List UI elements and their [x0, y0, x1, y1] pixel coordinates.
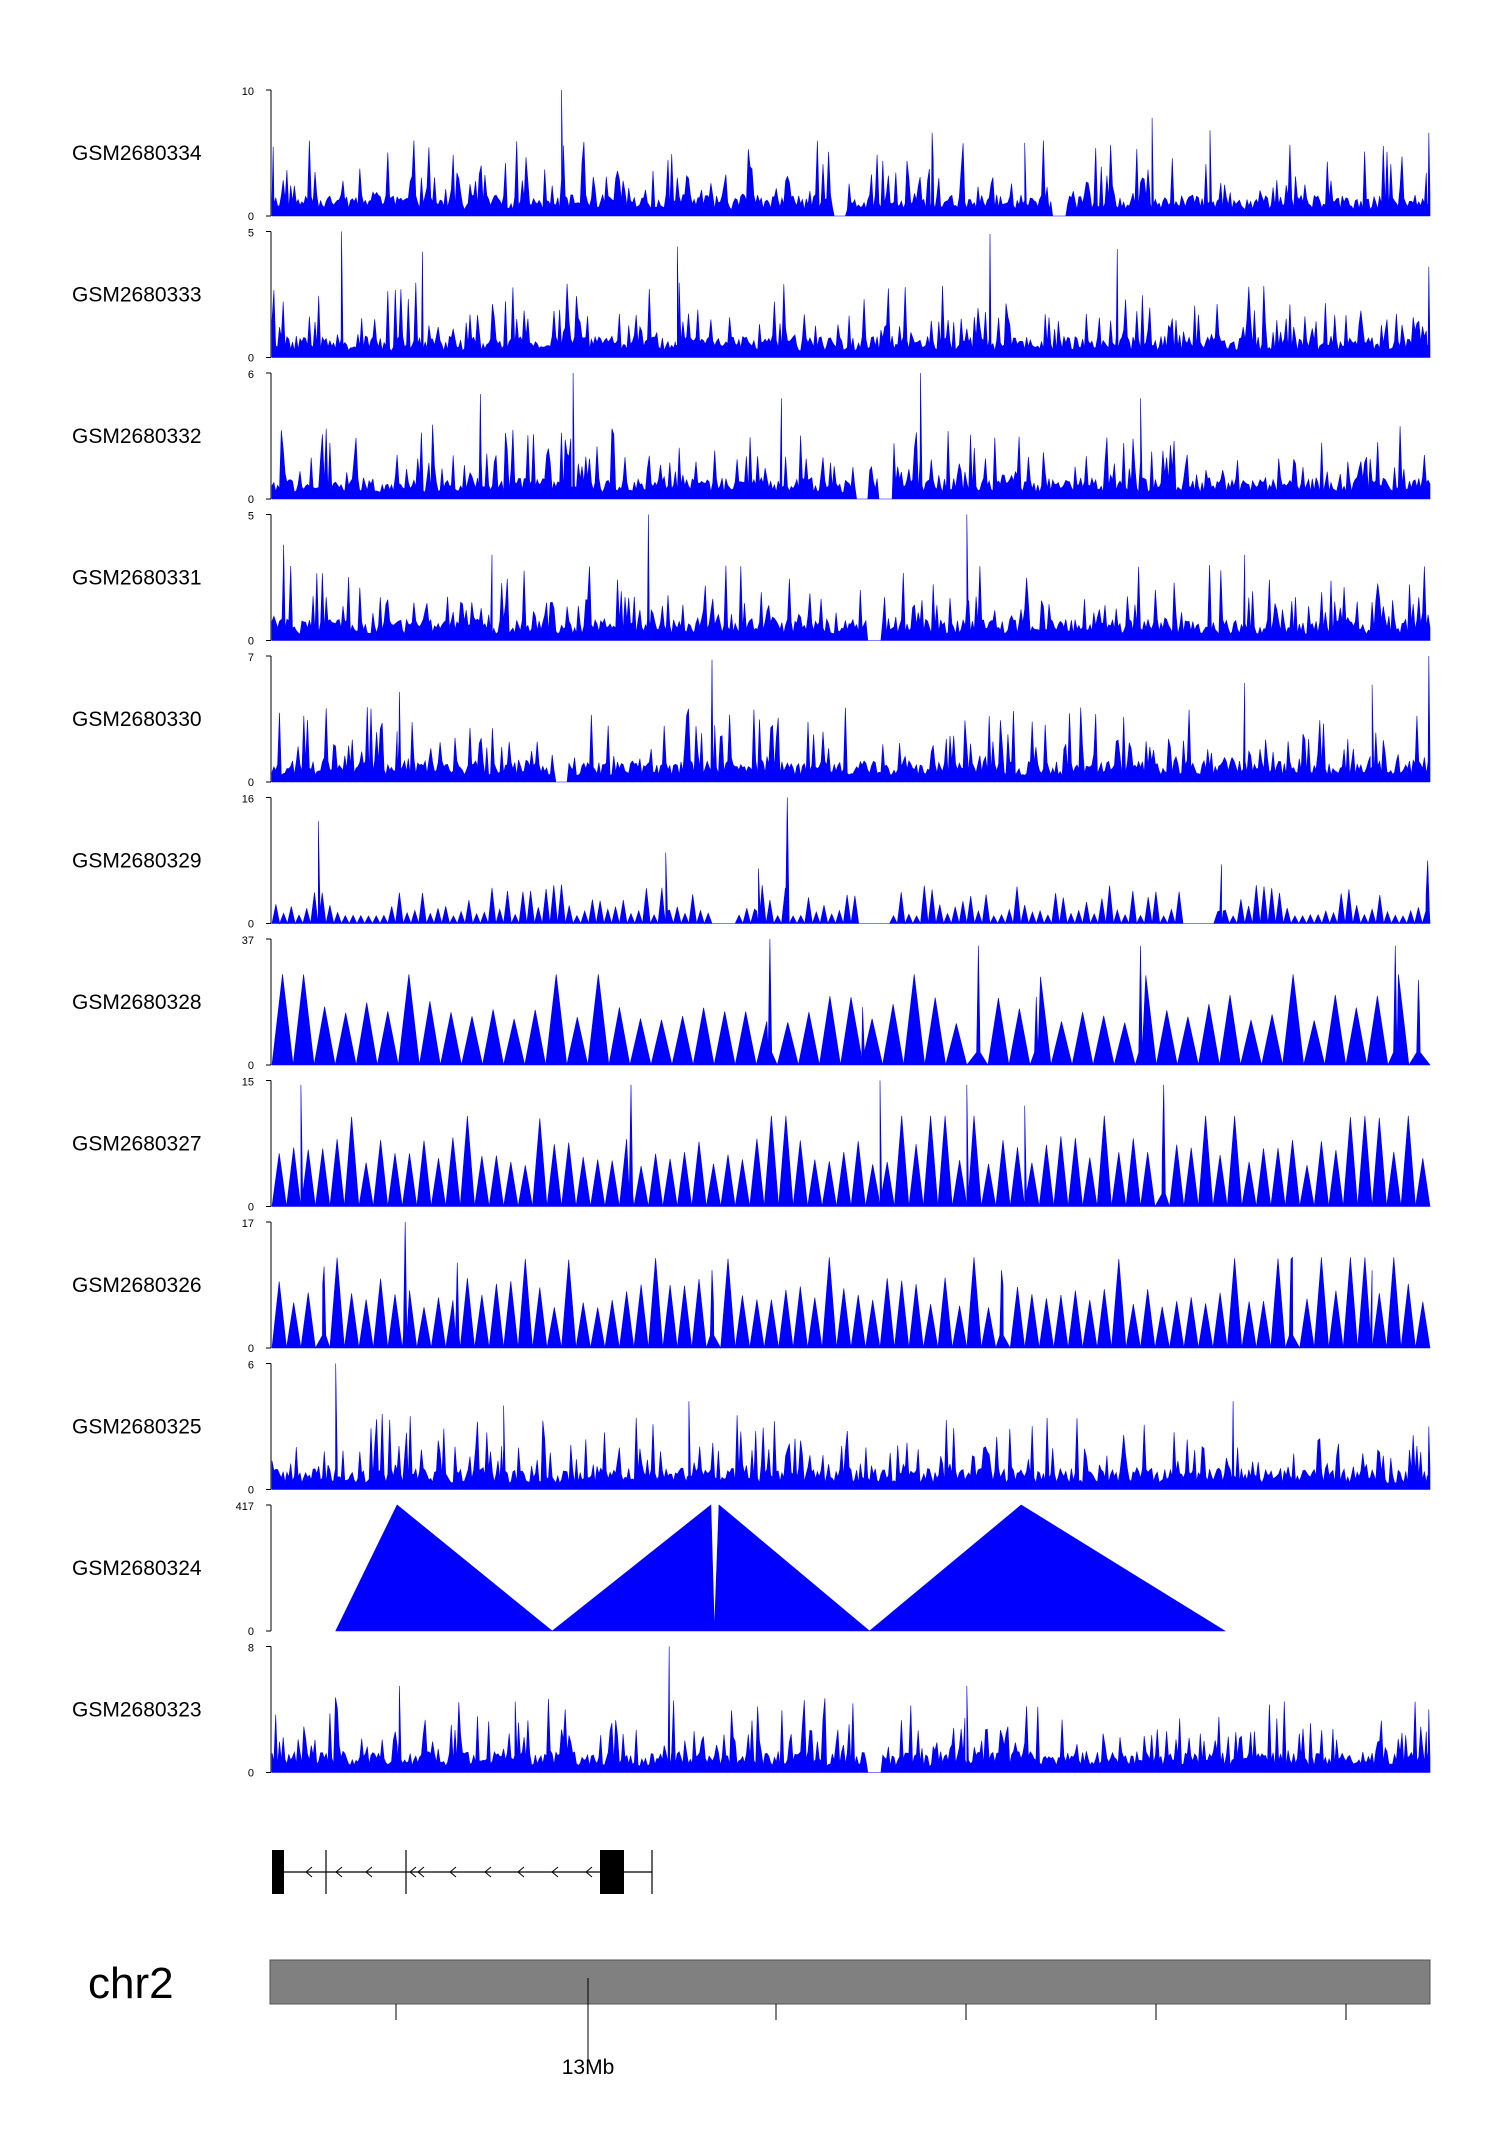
signal-area — [271, 1363, 1431, 1490]
gene-exon — [600, 1850, 624, 1894]
track-label: GSM2680325 — [72, 1416, 202, 1439]
y-min-label: 0 — [248, 1060, 254, 1072]
y-max-label: 17 — [242, 1218, 254, 1230]
y-max-label: 6 — [248, 369, 254, 381]
gene-exon — [272, 1850, 284, 1894]
strand-arrow — [484, 1866, 492, 1878]
track-label: GSM2680333 — [72, 284, 202, 307]
chromosome-ideogram: chr2 13Mb — [88, 1959, 1431, 2079]
y-max-label: 5 — [248, 511, 254, 523]
y-min-label: 0 — [248, 1202, 254, 1214]
track-GSM2680332: GSM2680332 6 0 — [72, 369, 1431, 506]
track-label: GSM2680329 — [72, 850, 202, 873]
track-label: GSM2680324 — [72, 1557, 202, 1580]
strand-arrow — [335, 1866, 343, 1878]
signal-area — [271, 89, 1431, 217]
y-max-label: 7 — [248, 652, 254, 664]
track-GSM2680326: GSM2680326 17 0 — [72, 1218, 1431, 1355]
strand-arrow — [585, 1866, 593, 1878]
track-GSM2680327: GSM2680327 15 0 — [72, 1077, 1431, 1214]
y-max-label: 417 — [236, 1501, 254, 1513]
y-min-label: 0 — [248, 211, 254, 223]
y-min-label: 0 — [248, 777, 254, 789]
y-max-label: 10 — [242, 86, 254, 98]
gene-model — [272, 1850, 653, 1894]
strand-arrow — [551, 1866, 559, 1878]
genome-tick-label: 13Mb — [562, 2056, 615, 2079]
track-label: GSM2680328 — [72, 991, 202, 1014]
ideogram-bar — [269, 1959, 1431, 2005]
y-min-label: 0 — [248, 919, 254, 931]
y-max-label: 16 — [242, 794, 254, 806]
y-max-label: 37 — [242, 935, 254, 947]
track-GSM2680331: GSM2680331 5 0 — [72, 511, 1431, 648]
track-GSM2680334: GSM2680334 10 0 — [72, 86, 1431, 223]
chromosome-label: chr2 — [88, 1959, 174, 2008]
y-min-label: 0 — [248, 1626, 254, 1638]
y-min-label: 0 — [248, 1768, 254, 1780]
signal-area — [271, 797, 1431, 925]
track-GSM2680329: GSM2680329 16 0 — [72, 794, 1431, 931]
y-min-label: 0 — [248, 1485, 254, 1497]
signal-area — [271, 655, 1431, 783]
y-min-label: 0 — [248, 1343, 254, 1355]
strand-arrow — [417, 1866, 425, 1878]
track-label: GSM2680327 — [72, 1133, 202, 1156]
track-GSM2680323: GSM2680323 8 0 — [72, 1643, 1431, 1780]
track-label: GSM2680323 — [72, 1699, 202, 1722]
track-label: GSM2680334 — [72, 142, 202, 165]
genome-axis: 13Mb — [395, 1978, 1347, 2079]
y-min-label: 0 — [248, 494, 254, 506]
signal-area — [271, 514, 1431, 641]
signal-tracks: GSM2680334100GSM268033350GSM268033260GSM… — [72, 86, 1431, 1780]
track-GSM2680328: GSM2680328 37 0 — [72, 935, 1431, 1072]
track-GSM2680330: GSM2680330 7 0 — [72, 652, 1431, 789]
y-max-label: 8 — [248, 1643, 254, 1655]
signal-area — [335, 1504, 1227, 1632]
y-min-label: 0 — [248, 353, 254, 365]
track-GSM2680325: GSM2680325 6 0 — [72, 1360, 1431, 1497]
y-max-label: 15 — [242, 1077, 254, 1089]
track-GSM2680324: GSM2680324 417 0 — [72, 1501, 1227, 1638]
strand-arrow — [449, 1866, 457, 1878]
y-max-label: 5 — [248, 228, 254, 240]
strand-arrow — [305, 1866, 313, 1878]
track-label: GSM2680330 — [72, 708, 202, 731]
signal-area — [271, 231, 1431, 358]
y-max-label: 6 — [248, 1360, 254, 1372]
track-label: GSM2680326 — [72, 1274, 202, 1297]
signal-area — [271, 1221, 1431, 1350]
strand-arrow — [409, 1866, 417, 1878]
track-label: GSM2680331 — [72, 567, 202, 590]
strand-arrow — [517, 1866, 525, 1878]
signal-area — [271, 1080, 1431, 1208]
track-GSM2680333: GSM2680333 5 0 — [72, 228, 1431, 365]
track-label: GSM2680332 — [72, 425, 202, 448]
signal-area — [271, 938, 1431, 1067]
y-min-label: 0 — [248, 636, 254, 648]
signal-area — [271, 1646, 1431, 1773]
strand-arrow — [365, 1866, 373, 1878]
signal-area — [271, 372, 1431, 500]
